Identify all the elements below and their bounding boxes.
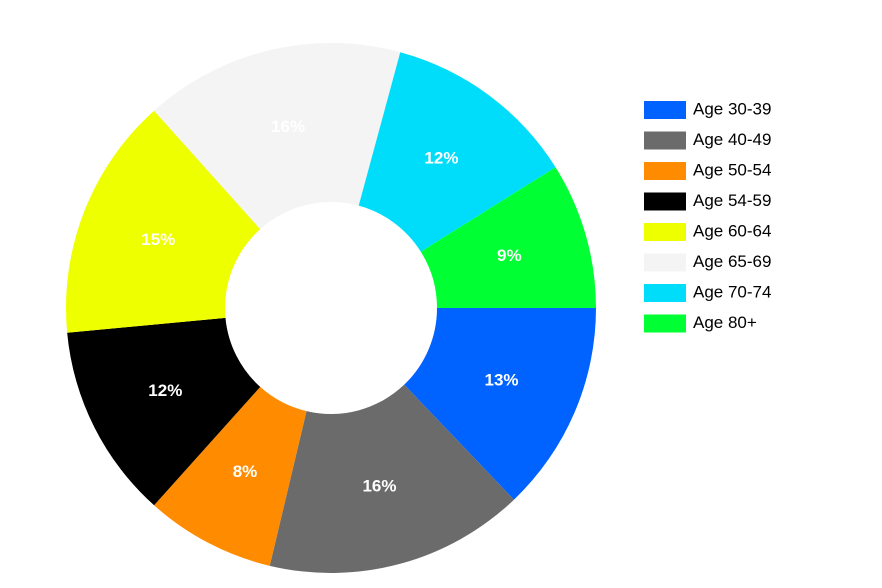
legend-swatch (644, 162, 686, 180)
legend-swatch (644, 192, 686, 211)
legend-swatch (644, 253, 686, 272)
legend-swatch (644, 101, 686, 119)
donut-slice (358, 52, 556, 252)
value-label: 12% (424, 148, 458, 167)
legend-swatch (644, 314, 686, 333)
donut-slice (420, 167, 596, 308)
legend-swatch (644, 284, 686, 302)
donut-slice (67, 317, 261, 506)
donut-slice (154, 386, 307, 566)
legend-label: Age 70-74 (693, 282, 771, 301)
value-label: 15% (141, 230, 175, 249)
value-label: 16% (271, 117, 305, 136)
legend-label: Age 30-39 (693, 99, 771, 118)
legend-swatch (644, 131, 686, 150)
donut-slice (404, 308, 596, 500)
value-label: 8% (233, 462, 258, 481)
legend-label: Age 40-49 (693, 130, 771, 149)
donut-slice (66, 110, 261, 333)
legend-label: Age 65-69 (693, 252, 771, 271)
value-label: 16% (362, 477, 396, 496)
legend-label: Age 60-64 (693, 221, 771, 240)
legend-label: Age 80+ (693, 313, 757, 332)
legend-label: Age 50-54 (693, 160, 771, 179)
legend-label: Age 54-59 (693, 191, 771, 210)
value-label: 12% (148, 381, 182, 400)
legend-swatch (644, 223, 686, 241)
value-label: 9% (497, 246, 522, 265)
donut-slice (269, 384, 514, 573)
donut-slice (154, 43, 401, 230)
value-label: 13% (485, 370, 519, 389)
